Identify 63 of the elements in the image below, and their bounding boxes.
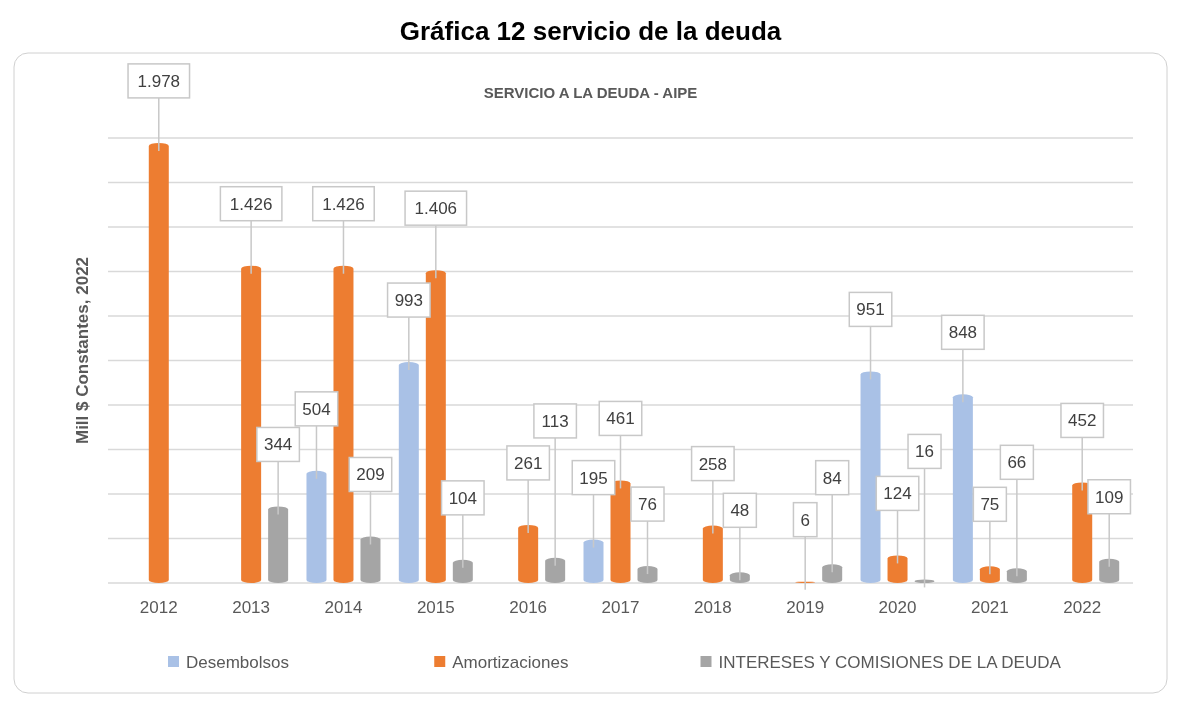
data-label: 209 <box>356 465 385 485</box>
y-axis-title: Mill $ Constantes, 2022 <box>73 256 92 445</box>
bar <box>306 470 327 583</box>
bar <box>360 536 381 583</box>
data-label: 109 <box>1095 487 1124 507</box>
data-label: 76 <box>638 495 657 515</box>
data-label: 1.406 <box>414 199 458 219</box>
x-tick-label: 2020 <box>878 598 917 617</box>
data-label: 75 <box>980 495 1000 515</box>
bar <box>952 394 973 583</box>
data-label: 344 <box>263 435 293 455</box>
bar <box>148 142 169 583</box>
data-label: 951 <box>856 300 885 320</box>
data-label: 452 <box>1068 411 1097 431</box>
data-label: 258 <box>698 454 728 474</box>
x-tick-label: 2022 <box>1063 598 1102 617</box>
data-label: 66 <box>1007 453 1027 473</box>
data-label: 848 <box>948 323 978 343</box>
data-label: 104 <box>448 488 477 508</box>
bar <box>425 270 446 583</box>
data-label: 993 <box>394 291 423 311</box>
x-tick-label: 2015 <box>416 598 455 617</box>
bar <box>545 557 566 583</box>
data-label: 48 <box>730 501 750 521</box>
data-label: 16 <box>915 442 934 462</box>
bar <box>268 506 289 583</box>
data-label: 1.978 <box>137 71 181 91</box>
legend-label: Desembolsos <box>186 653 289 672</box>
x-tick-label: 2018 <box>693 598 732 617</box>
data-label: 113 <box>541 411 569 431</box>
x-tick-label: 2013 <box>232 598 271 617</box>
bar <box>1099 558 1120 583</box>
data-label: 504 <box>302 399 331 419</box>
data-label: 1.426 <box>322 194 365 214</box>
bar <box>1072 482 1093 583</box>
bar <box>583 539 604 583</box>
bar <box>398 362 419 583</box>
data-label: 84 <box>822 468 842 488</box>
data-label: 1.426 <box>229 194 273 214</box>
data-label: 124 <box>883 484 912 504</box>
data-label: 461 <box>606 409 635 429</box>
chart-title: Gráfica 12 servicio de la deuda <box>399 16 782 46</box>
legend-label: INTERESES Y COMISIONES DE LA DEUDA <box>718 653 1062 672</box>
data-label: 6 <box>800 510 810 530</box>
data-label: 195 <box>579 468 608 488</box>
legend-label: Amortizaciones <box>452 653 569 672</box>
x-tick-label: 2016 <box>509 598 548 617</box>
bar <box>610 480 631 583</box>
bar <box>702 525 723 583</box>
x-tick-label: 2014 <box>324 598 363 617</box>
x-tick-label: 2019 <box>786 598 825 617</box>
data-label: 261 <box>513 453 543 473</box>
chart-subtitle: SERVICIO A LA DEUDA - AIPE <box>483 84 698 101</box>
bar <box>333 265 354 583</box>
bar <box>452 559 473 583</box>
bar <box>860 371 881 583</box>
x-tick-label: 2021 <box>970 598 1009 617</box>
bar <box>637 566 658 583</box>
x-tick-label: 2012 <box>139 598 178 617</box>
bar <box>518 524 539 583</box>
bar <box>241 265 262 583</box>
bar <box>887 555 908 583</box>
x-tick-label: 2017 <box>601 598 640 617</box>
